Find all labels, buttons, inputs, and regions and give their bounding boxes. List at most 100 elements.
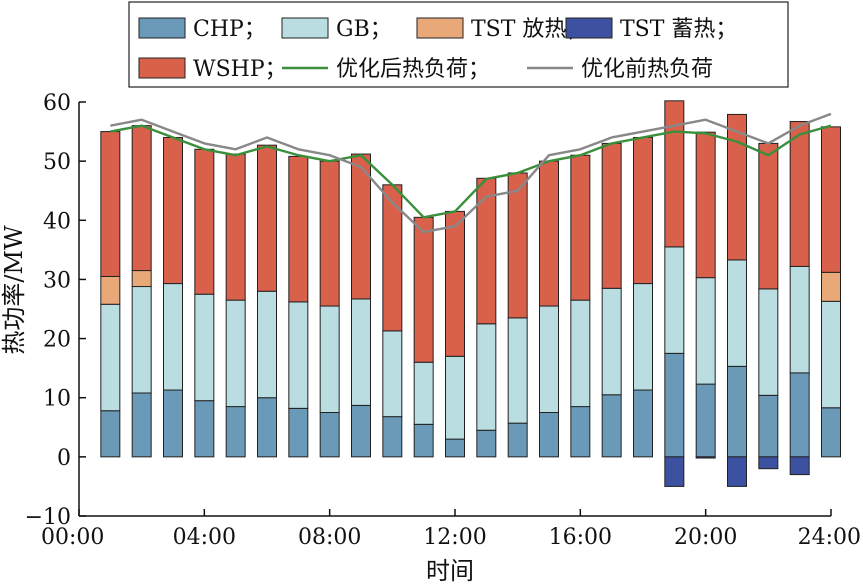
x-tick-label: 16:00	[549, 525, 612, 550]
bar-wshp-13	[476, 177, 497, 325]
y-tick-label: −10	[25, 505, 71, 530]
bar-tst-放热-24	[821, 271, 841, 302]
bar-wshp-11	[413, 216, 434, 363]
bar-wshp-18	[633, 136, 653, 285]
bar-tst-蓄热-19	[664, 456, 685, 487]
bar-chp-2	[131, 392, 152, 458]
bar-wshp-5	[225, 153, 246, 301]
bar-gb-13	[476, 323, 497, 431]
legend-swatch-chp	[138, 17, 186, 39]
bar-chp-18	[633, 389, 653, 458]
bar-gb-19	[664, 246, 685, 354]
bar-wshp-1	[100, 131, 121, 277]
bar-wshp-3	[163, 136, 183, 285]
x-tick-label: 12:00	[423, 525, 486, 550]
bar-chp-16	[570, 406, 591, 458]
bar-gb-16	[570, 299, 591, 408]
bar-chp-14	[507, 422, 528, 458]
legend-swatch-tst-放热	[416, 17, 464, 39]
bar-wshp-10	[382, 184, 403, 332]
y-tick-label: 40	[43, 209, 71, 234]
bar-wshp-12	[445, 210, 465, 357]
bar-gb-10	[382, 330, 403, 418]
bar-chp-8	[319, 412, 340, 458]
bar-chp-23	[789, 372, 810, 458]
legend-swatch-tst-蓄热	[565, 17, 613, 39]
legend-label: 优化前热负荷	[581, 57, 713, 82]
legend-label: WSHP；	[193, 57, 287, 82]
bar-gb-11	[413, 361, 434, 425]
bar-chp-12	[445, 438, 465, 458]
bar-wshp-6	[257, 144, 277, 292]
bar-gb-17	[601, 287, 622, 396]
bar-gb-24	[821, 300, 841, 409]
legend: CHP； GB； TST 放热； TST 蓄热；WSHP； 优化后热负荷； 优化前热负荷	[128, 1, 789, 88]
bar-chp-6	[257, 397, 277, 458]
axes: −10 0 10 20 30 40 50 60 00:00 04:00 08:00 12:00 16:0…	[25, 91, 861, 550]
bar-gb-15	[539, 305, 559, 414]
bar-gb-7	[288, 301, 309, 409]
legend-box	[128, 1, 789, 88]
y-axis-label: 热功率/MW	[0, 225, 28, 355]
bar-chp-24	[821, 407, 841, 458]
bar-wshp-4	[194, 148, 215, 295]
legend-label: GB；	[336, 17, 392, 42]
bar-chp-5	[225, 406, 246, 458]
bar-gb-3	[163, 283, 183, 391]
bar-chp-7	[288, 407, 309, 458]
bar-wshp-16	[570, 154, 591, 301]
bar-wshp-17	[601, 142, 622, 289]
bar-chp-9	[351, 404, 371, 458]
bar-wshp-14	[507, 172, 528, 319]
bar-tst-放热-2	[131, 270, 152, 288]
bar-chp-1	[100, 410, 121, 458]
y-tick-label: 10	[43, 387, 71, 412]
x-tick-label: 20:00	[674, 525, 737, 550]
bar-chp-10	[382, 416, 403, 458]
legend-label: TST 蓄热；	[620, 17, 737, 42]
bar-tst-放热-1	[100, 275, 121, 305]
bar-chp-11	[413, 423, 434, 458]
bar-chp-13	[476, 429, 497, 458]
bar-wshp-22	[758, 142, 779, 290]
bar-wshp-7	[288, 155, 309, 303]
bar-wshp-21	[727, 113, 747, 261]
bar-wshp-20	[695, 131, 716, 279]
bar-wshp-8	[319, 160, 340, 307]
bar-wshp-23	[789, 121, 810, 267]
bar-gb-2	[131, 286, 152, 394]
legend-label: 优化后热负荷；	[336, 57, 490, 82]
bar-gb-14	[507, 317, 528, 424]
bar-chp-17	[601, 394, 622, 458]
bar-wshp-2	[131, 125, 152, 272]
bar-chp-3	[163, 389, 183, 458]
bar-tst-蓄热-22	[758, 456, 779, 470]
bar-gb-20	[695, 277, 716, 385]
y-tick-label: 60	[43, 91, 71, 116]
y-tick-label: 30	[43, 268, 71, 293]
y-tick-label: 20	[43, 328, 71, 353]
bar-gb-4	[194, 293, 215, 402]
line-series-2	[110, 112, 832, 234]
bar-chp-20	[695, 383, 716, 458]
x-tick-label: 08:00	[298, 525, 361, 550]
bar-chp-4	[194, 400, 215, 458]
line-series	[110, 112, 832, 234]
legend-swatch-wshp	[138, 57, 186, 79]
bar-gb-23	[789, 265, 810, 374]
bar-wshp-24	[821, 126, 841, 273]
legend-label: CHP；	[193, 17, 266, 42]
bar-tst-蓄热-21	[727, 456, 747, 487]
bar-tst-蓄热-20	[695, 456, 716, 459]
x-axis-label: 时间	[426, 557, 474, 585]
bar-chp-22	[758, 394, 779, 458]
bar-gb-9	[351, 298, 371, 406]
bar-gb-8	[319, 305, 340, 414]
x-tick-label: 04:00	[173, 525, 236, 550]
x-tick-label: 24:00	[798, 525, 861, 550]
bar-gb-6	[257, 290, 277, 399]
bar-gb-12	[445, 355, 465, 440]
bar-wshp-15	[539, 160, 559, 307]
legend-swatch-gb	[281, 17, 329, 39]
